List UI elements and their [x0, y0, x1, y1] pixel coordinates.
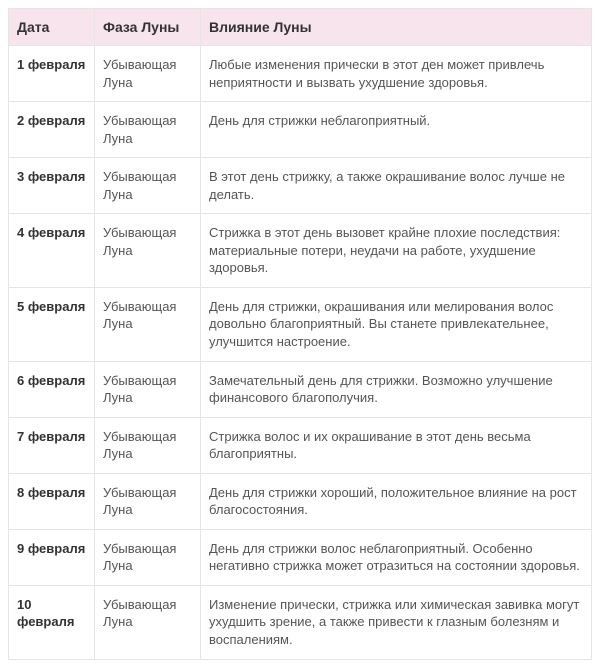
table-row: 2 февраляУбывающая ЛунаДень для стрижки … [9, 102, 592, 158]
cell-phase: Убывающая Луна [95, 585, 201, 659]
table-row: 4 февраляУбывающая ЛунаСтрижка в этот де… [9, 214, 592, 288]
table-row: 6 февраляУбывающая ЛунаЗамечательный ден… [9, 361, 592, 417]
cell-phase: Убывающая Луна [95, 46, 201, 102]
cell-phase: Убывающая Луна [95, 287, 201, 361]
cell-date: 4 февраля [9, 214, 95, 288]
table-row: 8 февраляУбывающая ЛунаДень для стрижки … [9, 473, 592, 529]
cell-phase: Убывающая Луна [95, 158, 201, 214]
cell-influence: День для стрижки, окрашивания или мелиро… [201, 287, 592, 361]
cell-influence: Стрижка волос и их окрашивание в этот де… [201, 417, 592, 473]
table-row: 1 февраляУбывающая ЛунаЛюбые изменения п… [9, 46, 592, 102]
table-head: Дата Фаза Луны Влияние Луны [9, 9, 592, 46]
cell-influence: Любые изменения прически в этот ден може… [201, 46, 592, 102]
cell-date: 2 февраля [9, 102, 95, 158]
cell-influence: В этот день стрижку, а также окрашивание… [201, 158, 592, 214]
col-header-influence: Влияние Луны [201, 9, 592, 46]
cell-date: 6 февраля [9, 361, 95, 417]
cell-phase: Убывающая Луна [95, 473, 201, 529]
cell-influence: День для стрижки хороший, положительное … [201, 473, 592, 529]
cell-phase: Убывающая Луна [95, 417, 201, 473]
cell-phase: Убывающая Луна [95, 214, 201, 288]
col-header-date: Дата [9, 9, 95, 46]
cell-date: 9 февраля [9, 529, 95, 585]
table-body: 1 февраляУбывающая ЛунаЛюбые изменения п… [9, 46, 592, 660]
cell-phase: Убывающая Луна [95, 102, 201, 158]
cell-date: 1 февраля [9, 46, 95, 102]
cell-influence: Стрижка в этот день вызовет крайне плохи… [201, 214, 592, 288]
cell-date: 7 февраля [9, 417, 95, 473]
table-row: 7 февраляУбывающая ЛунаСтрижка волос и и… [9, 417, 592, 473]
cell-date: 3 февраля [9, 158, 95, 214]
lunar-haircut-table: Дата Фаза Луны Влияние Луны 1 февраляУбы… [8, 8, 592, 660]
cell-phase: Убывающая Луна [95, 361, 201, 417]
cell-influence: Изменение прически, стрижка или химическ… [201, 585, 592, 659]
cell-influence: День для стрижки волос неблагоприятный. … [201, 529, 592, 585]
col-header-phase: Фаза Луны [95, 9, 201, 46]
table-row: 10 февраляУбывающая ЛунаИзменение причес… [9, 585, 592, 659]
cell-phase: Убывающая Луна [95, 529, 201, 585]
cell-influence: День для стрижки неблагоприятный. [201, 102, 592, 158]
table-row: 5 февраляУбывающая ЛунаДень для стрижки,… [9, 287, 592, 361]
table-row: 3 февраляУбывающая ЛунаВ этот день стриж… [9, 158, 592, 214]
cell-influence: Замечательный день для стрижки. Возможно… [201, 361, 592, 417]
cell-date: 5 февраля [9, 287, 95, 361]
table-row: 9 февраляУбывающая ЛунаДень для стрижки … [9, 529, 592, 585]
cell-date: 8 февраля [9, 473, 95, 529]
cell-date: 10 февраля [9, 585, 95, 659]
